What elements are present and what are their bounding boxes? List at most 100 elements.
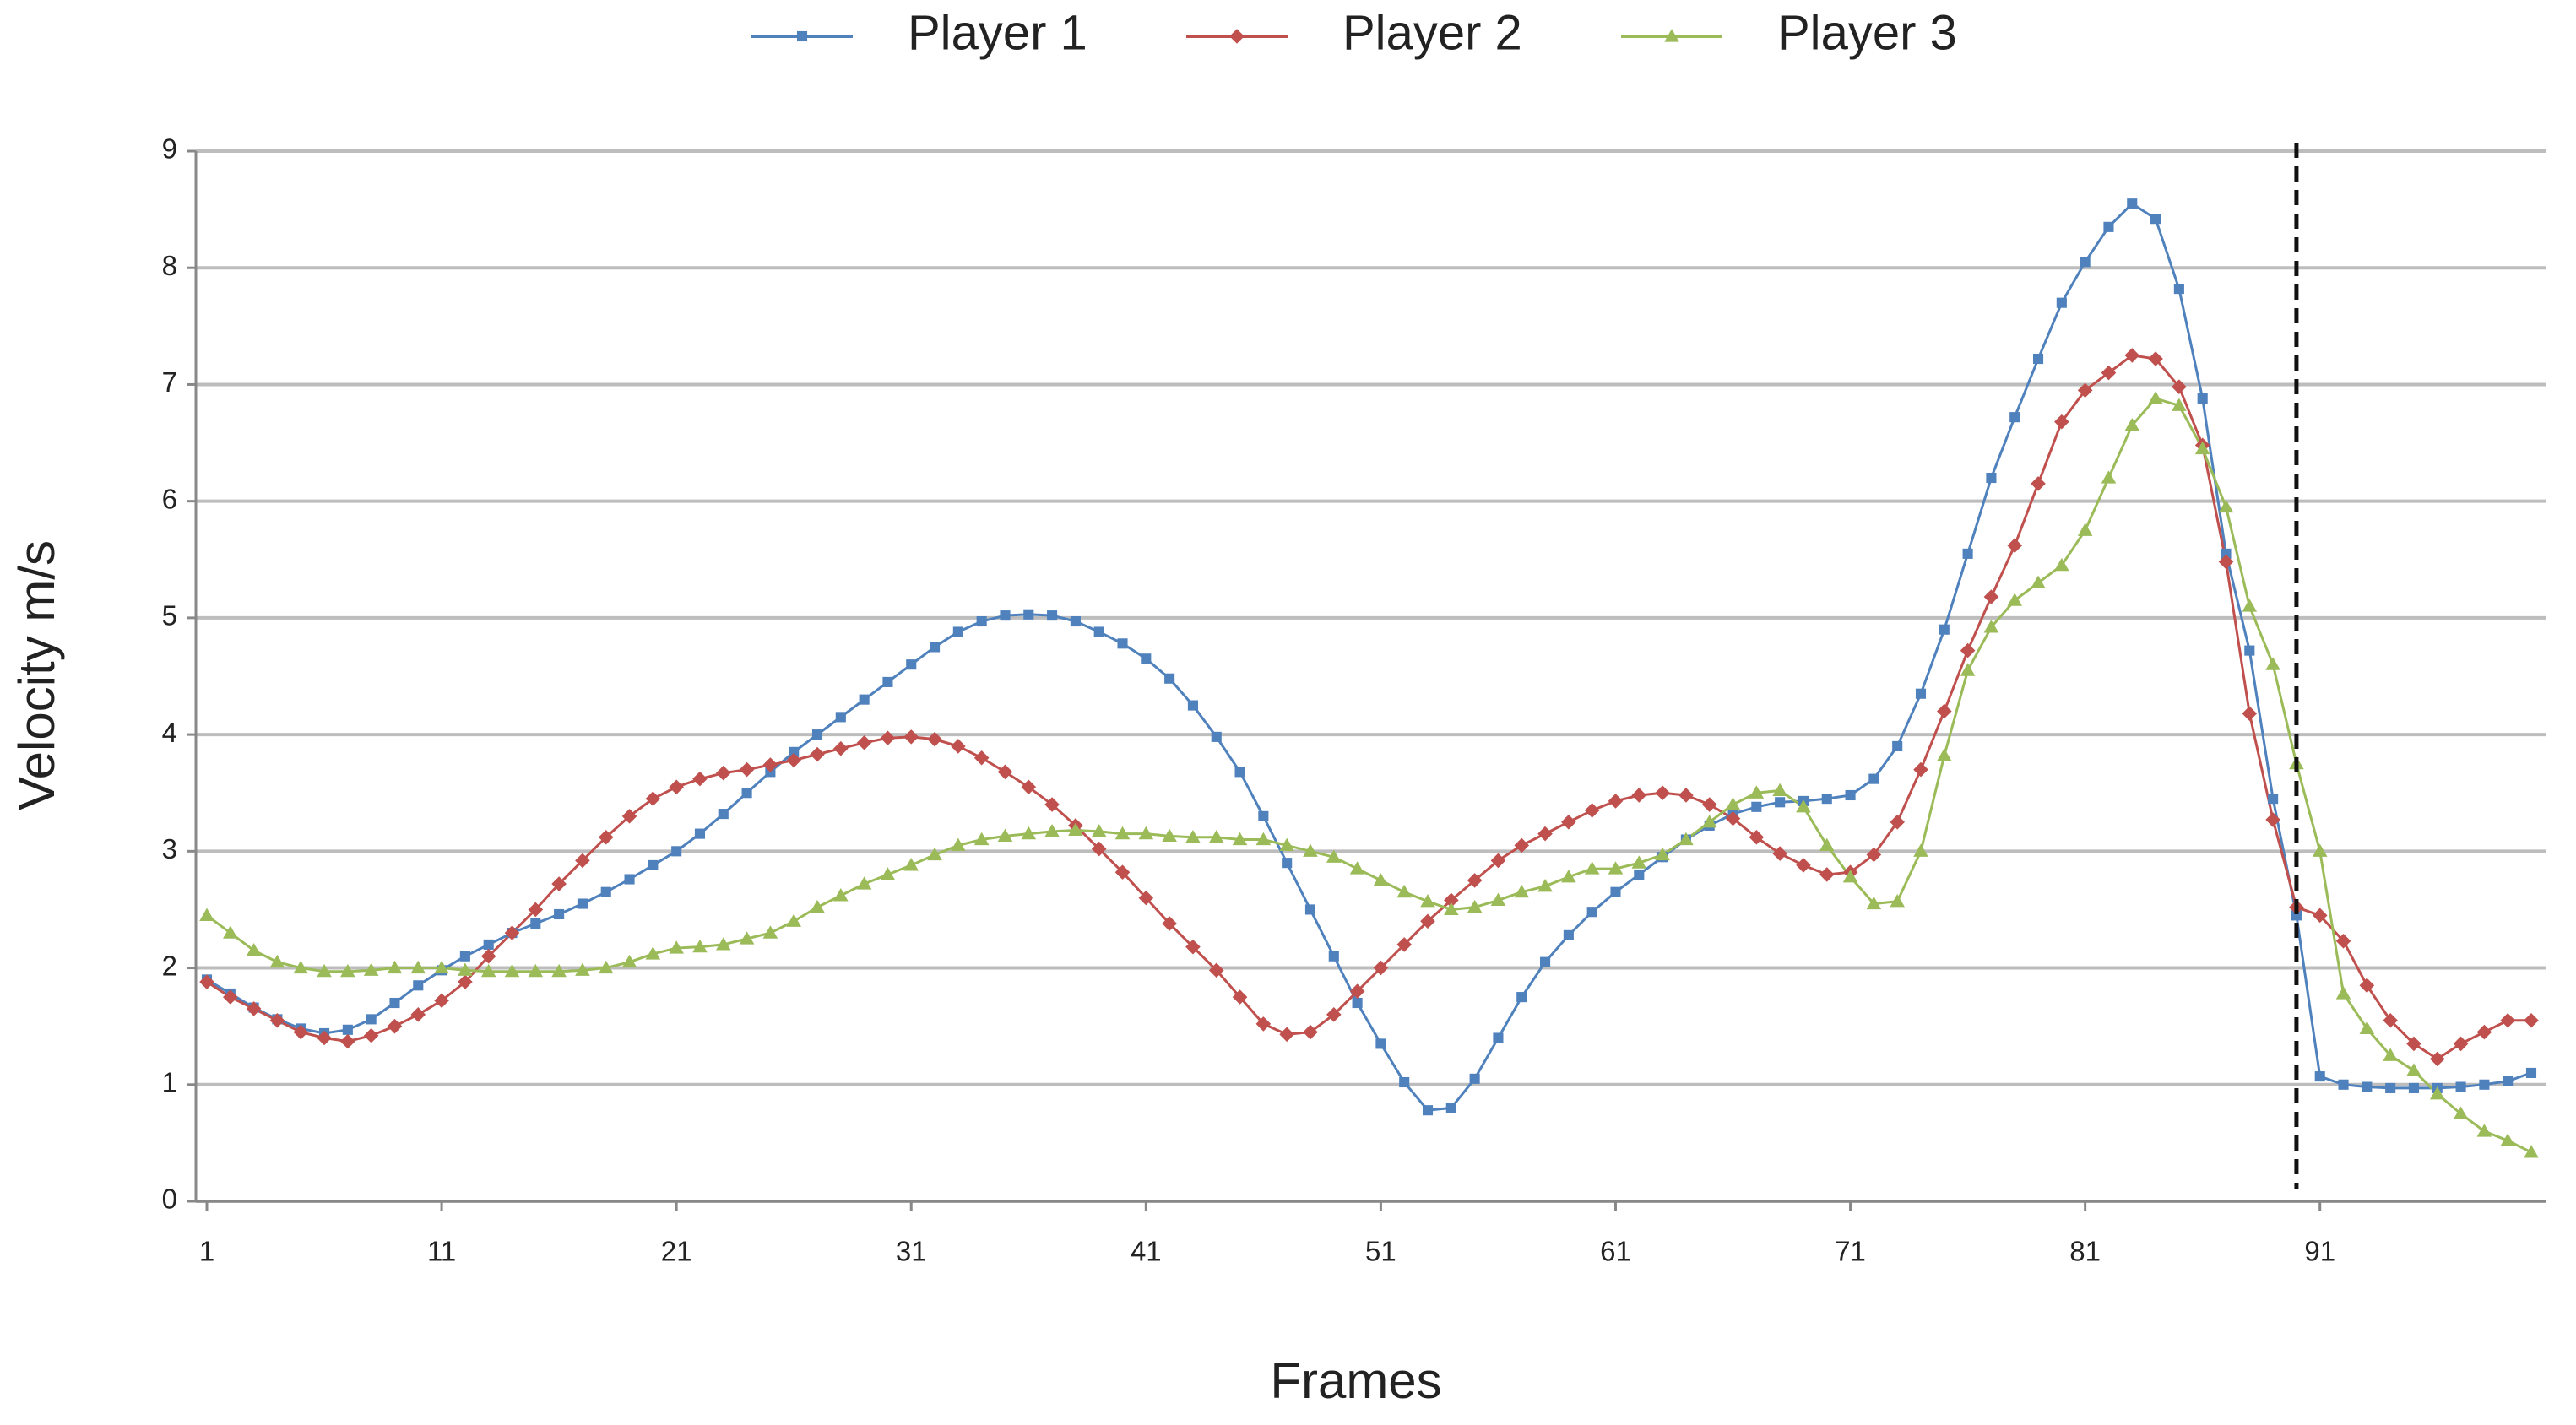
- data-point: [1678, 832, 1694, 846]
- data-point: [2385, 1082, 2396, 1093]
- data-point: [739, 931, 755, 945]
- data-point: [2359, 1021, 2375, 1035]
- data-point: [554, 908, 565, 920]
- data-point: [952, 626, 963, 637]
- data-point: [835, 712, 846, 723]
- data-point: [762, 925, 778, 939]
- data-point: [223, 925, 238, 939]
- legend-marker: [796, 30, 808, 42]
- data-point: [1845, 789, 1856, 801]
- data-point: [1068, 822, 1083, 837]
- data-point: [577, 898, 588, 909]
- data-point: [2453, 1036, 2469, 1052]
- data-point: [927, 847, 942, 861]
- data-point: [340, 1033, 355, 1049]
- data-point: [1983, 589, 1999, 604]
- data-point: [694, 828, 706, 839]
- data-point: [1328, 951, 1339, 962]
- data-point: [434, 993, 449, 1009]
- data-point: [1490, 853, 1506, 869]
- data-point: [2476, 1024, 2492, 1040]
- data-point: [293, 960, 309, 974]
- data-point: [389, 997, 400, 1009]
- data-point: [1586, 907, 1597, 918]
- data-point: [1349, 983, 1365, 999]
- data-point: [2453, 1106, 2469, 1119]
- data-point: [1375, 1038, 1386, 1049]
- data-point: [930, 642, 941, 653]
- data-point: [2408, 1082, 2420, 1093]
- data-point: [2101, 365, 2117, 381]
- data-point: [1279, 1027, 1294, 1043]
- data-point: [1796, 799, 1811, 813]
- data-point: [2218, 499, 2234, 513]
- data-point: [1138, 826, 1154, 840]
- data-point: [1584, 803, 1600, 818]
- data-point: [671, 846, 682, 857]
- data-point: [997, 764, 1013, 780]
- data-point: [1023, 609, 1034, 620]
- x-tick-label: 51: [1365, 1236, 1396, 1267]
- y-tick-label: 0: [162, 1184, 177, 1215]
- data-point: [1608, 794, 1624, 809]
- data-point: [1725, 797, 1741, 810]
- data-point: [1634, 869, 1645, 880]
- data-point: [2406, 1063, 2421, 1076]
- data-point: [1821, 794, 1832, 805]
- data-point: [786, 752, 802, 768]
- data-point: [2054, 414, 2069, 430]
- data-point: [293, 1024, 309, 1040]
- data-point: [1962, 548, 1973, 559]
- data-point: [1117, 638, 1128, 649]
- y-tick-label: 1: [162, 1066, 177, 1097]
- data-point: [2265, 657, 2280, 670]
- data-point: [530, 918, 541, 929]
- x-tick-label: 81: [2069, 1236, 2101, 1267]
- data-point: [903, 729, 919, 745]
- data-point: [2406, 1036, 2421, 1052]
- data-point: [1208, 962, 1224, 978]
- data-point: [1631, 788, 1647, 803]
- data-point: [1819, 867, 1835, 882]
- data-point: [859, 694, 870, 705]
- data-point: [1701, 814, 1717, 828]
- data-point: [504, 963, 520, 978]
- data-point: [1913, 761, 1928, 778]
- data-point: [621, 809, 637, 824]
- data-point: [741, 788, 752, 799]
- data-point: [1751, 801, 1762, 812]
- x-tick-label: 11: [427, 1236, 456, 1267]
- data-point: [2291, 910, 2302, 921]
- x-tick-label: 41: [1131, 1236, 1162, 1267]
- data-point: [2221, 548, 2232, 559]
- data-point: [1516, 992, 1527, 1003]
- data-point: [410, 1007, 426, 1022]
- data-point: [551, 963, 567, 978]
- data-point: [2524, 1145, 2539, 1158]
- data-point: [789, 746, 800, 757]
- data-point: [903, 858, 919, 871]
- data-point: [2242, 599, 2258, 612]
- data-point: [1255, 832, 1272, 846]
- data-point: [575, 962, 590, 976]
- data-point: [413, 980, 424, 991]
- y-tick-label: 5: [162, 600, 177, 631]
- x-tick-label: 1: [199, 1236, 214, 1267]
- data-point: [1890, 893, 1905, 908]
- data-point: [2359, 978, 2375, 994]
- data-point: [1326, 1007, 1342, 1022]
- data-point: [2148, 351, 2163, 366]
- data-point: [199, 974, 214, 989]
- data-point: [2172, 379, 2187, 395]
- data-point: [2335, 986, 2351, 1000]
- data-point: [715, 765, 731, 781]
- data-point: [2383, 1048, 2398, 1061]
- data-point: [1986, 472, 1997, 484]
- data-point: [2335, 933, 2351, 949]
- data-point: [2218, 554, 2234, 570]
- data-point: [692, 939, 708, 953]
- data-point: [1631, 855, 1647, 869]
- data-point: [1678, 788, 1694, 803]
- data-point: [645, 946, 661, 960]
